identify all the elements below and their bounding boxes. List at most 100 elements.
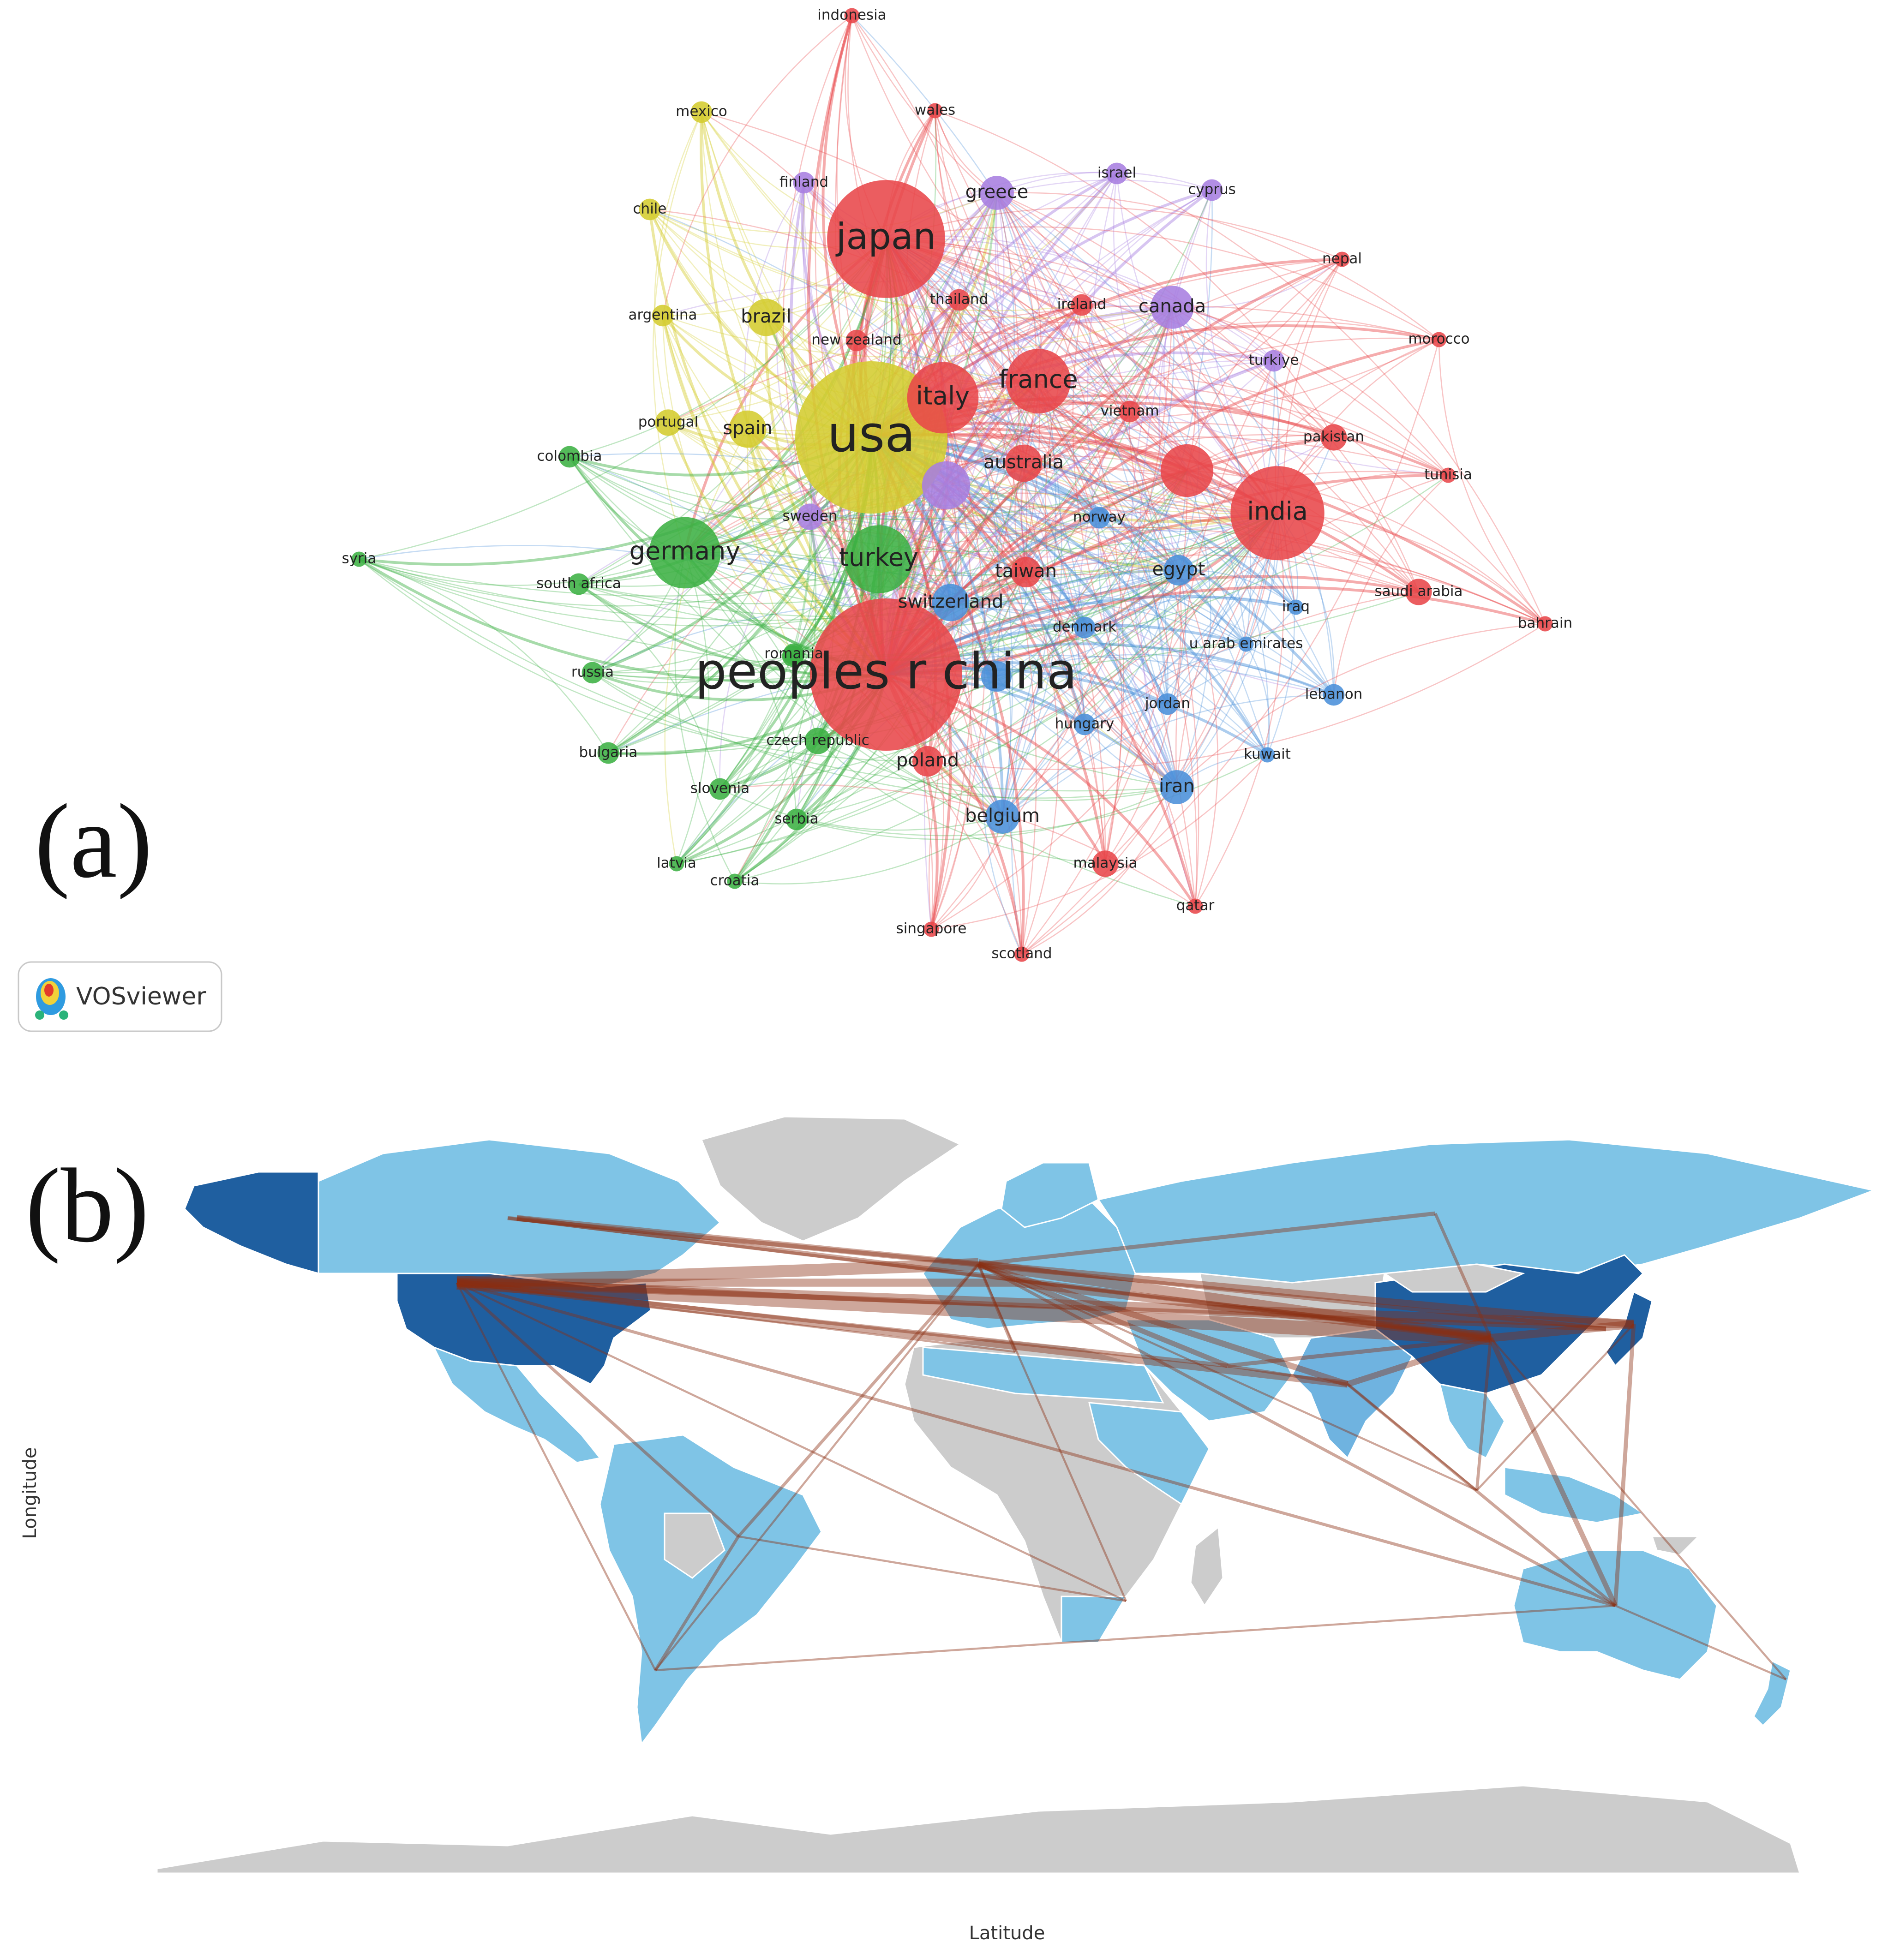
network-node-tunisia[interactable] (1440, 467, 1456, 483)
network-node[interactable] (782, 645, 804, 667)
network-node-new-zealand[interactable] (845, 329, 868, 352)
network-node-norway[interactable] (1088, 507, 1110, 529)
network-edge (996, 192, 1420, 592)
network-edge (878, 558, 1085, 725)
network-node-germany[interactable] (649, 517, 721, 589)
network-node-croatia[interactable] (727, 873, 743, 889)
network-node-mexico[interactable] (690, 101, 713, 123)
network-node-denmark[interactable] (1073, 616, 1096, 639)
network-node-singapore[interactable] (923, 921, 939, 937)
network-node-iran[interactable] (1160, 770, 1194, 804)
network-edge (668, 305, 1439, 424)
network-node-u-arab-emirates[interactable] (1238, 636, 1254, 652)
network-node-kuwait[interactable] (1259, 747, 1275, 763)
network-node-vietnam[interactable] (1119, 400, 1141, 423)
network-node-iraq[interactable] (1288, 599, 1304, 615)
network-edge (946, 337, 1439, 486)
network-node-hungary[interactable] (1073, 713, 1096, 735)
network-node-japan[interactable] (827, 180, 945, 298)
network-node-india[interactable] (1230, 466, 1325, 560)
network-edge (885, 436, 1334, 676)
network-node-thailand[interactable] (948, 289, 970, 311)
network-node-cyprus[interactable] (1201, 179, 1223, 201)
network-node-saudi-arabia[interactable] (1405, 579, 1432, 605)
network-node-canada[interactable] (1151, 286, 1194, 329)
collaboration-links (456, 1211, 1787, 1681)
network-node[interactable] (1160, 444, 1214, 497)
network-node-israel[interactable] (1106, 162, 1128, 185)
network-node-czech-republic[interactable] (804, 728, 831, 754)
network-node-egypt[interactable] (1163, 555, 1194, 586)
network-edge (950, 569, 1179, 611)
network-edge (934, 110, 1100, 518)
network-node-turkey[interactable] (845, 525, 913, 593)
node-label: israel (1097, 165, 1136, 181)
network-node-slovenia[interactable] (709, 778, 731, 800)
network-node-sweden[interactable] (797, 503, 823, 530)
node-label: australia (983, 452, 1064, 473)
network-node-belgium[interactable] (985, 800, 1019, 834)
network-node-ireland[interactable] (1071, 294, 1093, 316)
network-edge (1171, 307, 1200, 571)
network-node-brazil[interactable] (747, 299, 785, 336)
network-node-indonesia[interactable] (844, 8, 860, 24)
node-label: kuwait (1244, 746, 1291, 763)
collaboration-link (978, 1263, 1477, 1492)
network-node-argentina[interactable] (652, 305, 674, 327)
collaboration-link (1227, 1336, 1491, 1368)
node-label: india (1247, 497, 1308, 526)
network-edge (1084, 307, 1175, 628)
network-node-bulgaria[interactable] (597, 742, 619, 764)
vosviewer-logo-icon (35, 978, 68, 1020)
network-node-greece[interactable] (980, 176, 1014, 210)
network-edge (747, 429, 951, 604)
network-node-turkiye[interactable] (1263, 350, 1285, 372)
network-node-peoples-r-china[interactable] (810, 598, 962, 751)
collaboration-link (516, 1215, 979, 1267)
network-node-russia[interactable] (581, 662, 604, 684)
node-label: new zealand (811, 332, 901, 348)
network-node-chile[interactable] (639, 198, 661, 221)
network-node-serbia[interactable] (785, 808, 808, 831)
network-edge (719, 513, 1278, 790)
network-edge (878, 526, 1546, 625)
network-node-italy[interactable] (907, 362, 979, 434)
network-node-pakistan[interactable] (1320, 424, 1347, 451)
network-edge (1116, 173, 1546, 624)
network-node-australia[interactable] (1005, 444, 1043, 482)
network-node-taiwan[interactable] (1011, 557, 1041, 587)
node-label: jordan (1145, 695, 1190, 712)
vosviewer-badge[interactable]: VOSviewer (18, 961, 222, 1032)
network-node[interactable] (922, 461, 971, 510)
collaboration-link (456, 1281, 1616, 1607)
network-node-colombia[interactable] (558, 446, 581, 468)
network-node-nepal[interactable] (1334, 251, 1350, 267)
network-node-poland[interactable] (912, 746, 943, 777)
network-node-scotland[interactable] (1014, 946, 1030, 962)
node-label: syria (342, 550, 377, 567)
network-node-france[interactable] (1006, 348, 1071, 414)
network-node-jordan[interactable] (1157, 693, 1179, 715)
network-node-malaysia[interactable] (1092, 850, 1119, 877)
network-node-south-africa[interactable] (568, 573, 590, 595)
network-node-latvia[interactable] (669, 856, 684, 872)
network-edge (856, 192, 998, 341)
node-label: singapore (896, 920, 967, 937)
network-node-qatar[interactable] (1187, 898, 1203, 914)
network-node-bahrain[interactable] (1537, 616, 1553, 632)
network-edge (946, 484, 1169, 705)
network-node-spain[interactable] (729, 410, 767, 448)
network-node[interactable] (981, 661, 1012, 692)
network-edge (886, 238, 1334, 438)
network-node-syria[interactable] (351, 551, 367, 567)
network-edge (359, 558, 879, 607)
network-node-finland[interactable] (793, 172, 815, 194)
network-node-switzerland[interactable] (932, 584, 970, 621)
node-label: greece (965, 181, 1029, 203)
network-edge (648, 209, 887, 676)
network-node-portugal[interactable] (655, 409, 682, 436)
network-node-morocco[interactable] (1431, 332, 1447, 347)
network-node-wales[interactable] (927, 103, 943, 119)
network-node-lebanon[interactable] (1323, 684, 1345, 706)
network-edge (793, 516, 816, 655)
